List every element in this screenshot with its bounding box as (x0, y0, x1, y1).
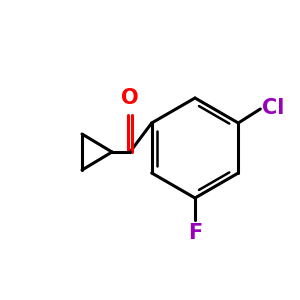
Text: Cl: Cl (262, 98, 285, 118)
Text: O: O (121, 88, 139, 108)
Text: F: F (188, 223, 202, 243)
